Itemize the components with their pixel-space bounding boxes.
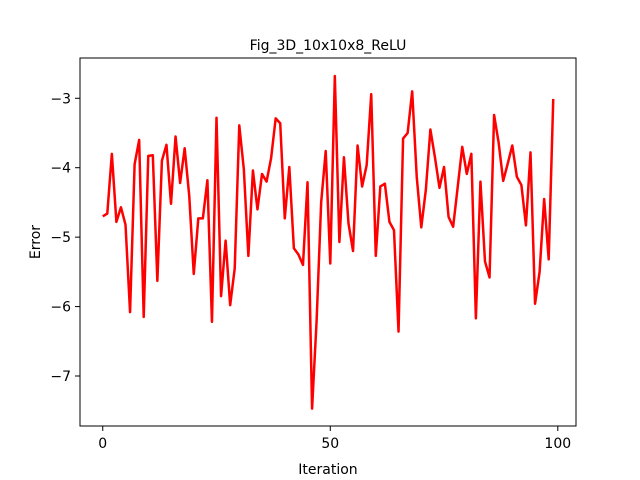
y-tick-label: −7 (50, 369, 71, 385)
y-axis-label: Error (28, 225, 44, 259)
x-tick-label: 100 (544, 436, 571, 452)
x-axis: 0 50 100 (98, 426, 571, 452)
y-tick-label: −6 (50, 300, 71, 316)
x-axis-label: Iteration (298, 462, 357, 478)
plot-area (79, 57, 577, 427)
chart-title: Fig_3D_10x10x8_ReLU (250, 38, 407, 54)
y-axis: −7 −6 −5 −4 −3 (50, 91, 80, 385)
series-line (102, 74, 555, 410)
y-tick-label: −4 (50, 161, 71, 177)
y-tick-label: −5 (50, 230, 71, 246)
x-tick-label: 0 (98, 436, 107, 452)
x-tick-label: 50 (321, 436, 339, 452)
y-tick-label: −3 (50, 91, 71, 107)
